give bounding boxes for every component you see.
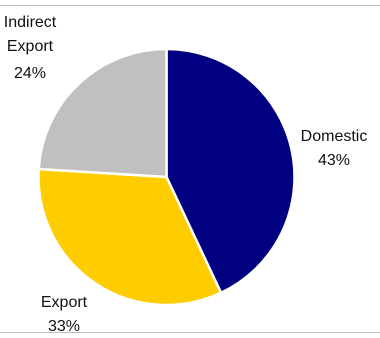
pie-slice-indirect-export bbox=[37, 47, 168, 179]
slice-value-indirect-export: 24% bbox=[14, 65, 46, 82]
slice-label-domestic: Domestic bbox=[301, 128, 368, 145]
slice-label-export: Export bbox=[41, 294, 88, 311]
slice-label-indirect-export: Indirect Export bbox=[4, 14, 57, 55]
pie-slice-domestic bbox=[165, 47, 296, 295]
top-border bbox=[0, 5, 380, 6]
slice-value-export: 33% bbox=[48, 318, 80, 335]
pie-slice-export bbox=[37, 167, 223, 307]
slice-value-domestic: 43% bbox=[318, 152, 350, 169]
bottom-border bbox=[0, 332, 380, 333]
